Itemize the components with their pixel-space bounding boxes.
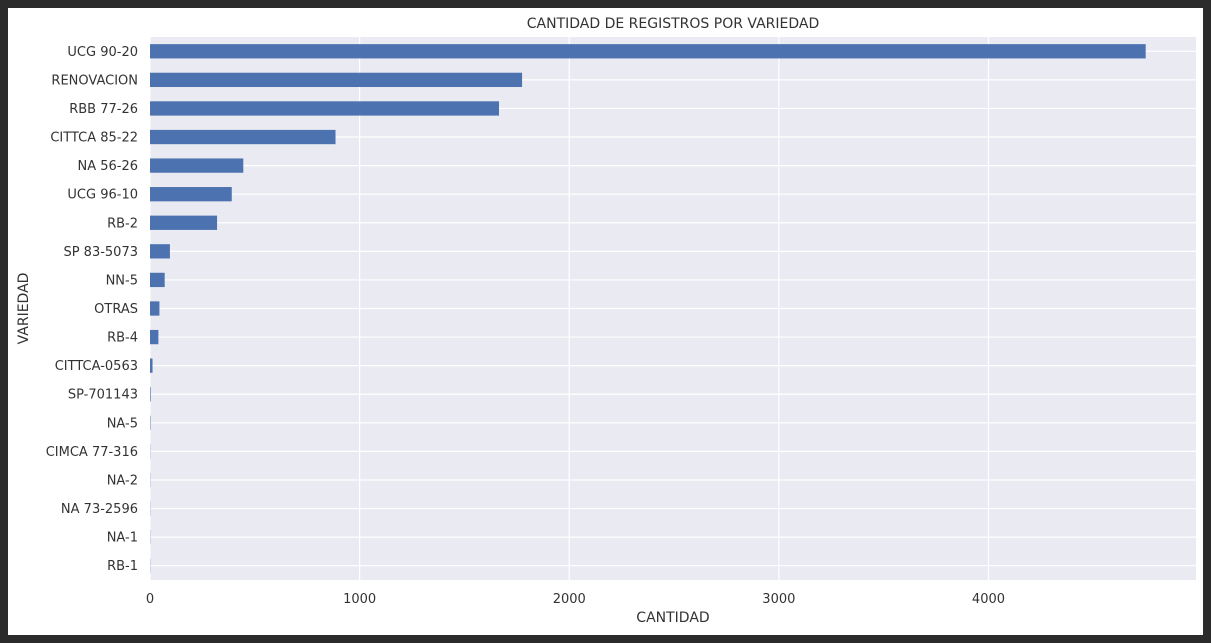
y-tick-label: RENOVACION — [51, 73, 138, 88]
y-tick-label: CITTCA 85-22 — [50, 131, 138, 146]
x-tick-label: 3000 — [762, 592, 795, 607]
y-tick-label: NA 56-26 — [77, 159, 138, 174]
bars — [150, 44, 1146, 573]
y-axis-label: VARIEDAD — [16, 273, 32, 345]
chart-frame: UCG 90-20 RENOVACION RBB 77-26 CITTCA 85-22… — [8, 8, 1203, 635]
bar — [150, 387, 151, 402]
bar — [150, 215, 218, 230]
y-tick-label: SP 83-5073 — [63, 245, 138, 260]
bar — [150, 44, 1146, 59]
bar — [150, 187, 232, 202]
bar — [150, 301, 160, 316]
bar — [150, 72, 523, 88]
bar — [150, 272, 165, 288]
y-tick-label: RB-2 — [107, 216, 138, 231]
y-tick-label: NA-1 — [107, 531, 138, 546]
y-tick-label: RB-1 — [107, 559, 138, 574]
bar — [150, 101, 500, 116]
y-tick-label: UCG 90-20 — [67, 45, 138, 60]
x-tick-labels: 0 1000 2000 3000 4000 — [146, 592, 1005, 607]
bar — [150, 129, 336, 145]
y-tick-label: CITTCA-0563 — [55, 359, 138, 374]
x-tick-label: 2000 — [553, 592, 586, 607]
y-tick-label: CIMCA 77-316 — [46, 445, 138, 460]
bar — [150, 158, 244, 173]
y-tick-label: UCG 96-10 — [67, 188, 138, 203]
x-axis-label: CANTIDAD — [636, 610, 709, 626]
y-tick-label: NA 73-2596 — [61, 502, 138, 517]
chart-title: CANTIDAD DE REGISTROS POR VARIEDAD — [527, 16, 820, 32]
y-tick-label: RB-4 — [107, 331, 138, 346]
y-tick-label: NN-5 — [106, 273, 138, 288]
y-tick-label: SP-701143 — [68, 388, 138, 403]
x-tick-label: 1000 — [343, 592, 376, 607]
bar — [150, 329, 159, 345]
y-tick-label: RBB 77-26 — [69, 102, 138, 117]
bar — [150, 244, 170, 259]
y-tick-labels: UCG 90-20 RENOVACION RBB 77-26 CITTCA 85-22… — [46, 45, 138, 574]
x-tick-label: 0 — [146, 592, 154, 607]
y-tick-label: OTRAS — [94, 302, 138, 317]
x-tick-label: 4000 — [972, 592, 1005, 607]
bar-chart: UCG 90-20 RENOVACION RBB 77-26 CITTCA 85-22… — [16, 16, 1196, 626]
y-tick-label: NA-5 — [107, 416, 138, 431]
bar — [150, 358, 153, 373]
y-tick-label: NA-2 — [107, 473, 138, 488]
